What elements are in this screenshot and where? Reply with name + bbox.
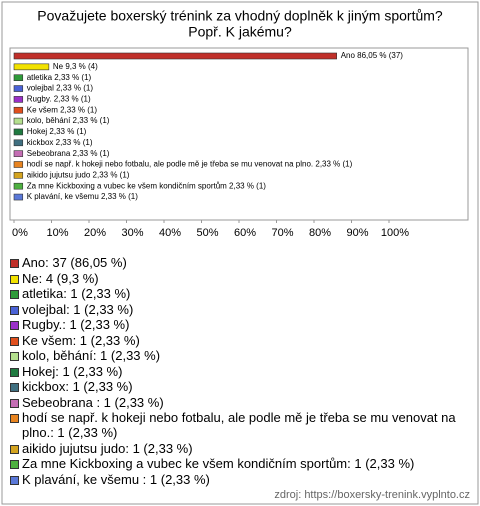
legend-item: atletika: 1 (2,33 %)	[10, 286, 472, 301]
x-tick-label: 80%	[309, 227, 331, 239]
legend-label: kolo, běhání: 1 (2,33 %)	[22, 348, 161, 363]
legend-swatch	[10, 321, 19, 330]
legend-label: Rugby.: 1 (2,33 %)	[22, 317, 130, 332]
chart-title: Považujete boxerský trénink za vhodný do…	[37, 8, 443, 24]
data-label: hodí se např. k hokeji nebo fotbalu, ale…	[27, 160, 353, 169]
x-tick-label: 20%	[84, 227, 106, 239]
legend-label: Hokej: 1 (2,33 %)	[22, 363, 123, 379]
x-tick-label: 40%	[159, 227, 181, 239]
data-label: volejbal 2,33 % (1)	[27, 84, 94, 93]
bar	[13, 161, 24, 168]
bar	[13, 139, 24, 147]
legend-item: Rugby.: 1 (2,33 %)	[10, 317, 472, 332]
data-label: Za mne Kickboxing a vubec ke všem kondič…	[27, 181, 267, 190]
x-tick-label: 0%	[12, 227, 28, 239]
legend-item: Za mne Kickboxing a vubec ke všem kondič…	[10, 456, 472, 471]
bar	[13, 52, 337, 60]
legend-item: Sebeobrana : 1 (2,33 %)	[10, 395, 472, 410]
x-tick-label: 70%	[271, 227, 293, 239]
x-tick-label: 10%	[46, 227, 68, 239]
legend-swatch	[10, 259, 19, 268]
data-label: Ne 9,3 % (4)	[53, 62, 98, 71]
legend-label: Ano: 37 (86,05 %)	[22, 255, 127, 270]
legend-item: hodí se např. k hokeji nebo fotbalu, ale…	[10, 410, 472, 440]
bar	[13, 182, 24, 190]
legend-label: Ne: 4 (9,3 %)	[22, 270, 99, 286]
legend-item: Hokej: 1 (2,33 %)	[10, 364, 472, 379]
legend-swatch	[10, 460, 19, 469]
data-label: atletika 2,33 % (1)	[27, 73, 92, 82]
x-tick-label: 60%	[234, 227, 256, 239]
legend-swatch	[10, 367, 19, 377]
legend-label: K plavání, ke všemu : 1 (2,33 %)	[22, 471, 210, 487]
legend-label: Za mne Kickboxing a vubec ke všem kondič…	[22, 456, 415, 471]
bar	[13, 150, 24, 157]
bar	[13, 74, 24, 81]
bar	[13, 85, 24, 92]
legend-swatch	[10, 290, 19, 299]
bar	[13, 96, 24, 103]
legend-swatch	[10, 398, 19, 408]
bar	[13, 117, 24, 125]
legend-label: atletika: 1 (2,33 %)	[22, 286, 131, 301]
chart-title: Popř. K jakému?	[188, 24, 292, 40]
legend-item: Ano: 37 (86,05 %)	[10, 255, 472, 270]
data-label: Ke všem 2,33 % (1)	[27, 105, 98, 114]
legend-item: Ke všem: 1 (2,33 %)	[10, 333, 472, 348]
legend: Ano: 37 (86,05 %) Ne: 4 (9,3 %) atletika: …	[10, 255, 472, 487]
bar	[13, 172, 24, 179]
x-tick-label: 30%	[121, 227, 143, 239]
data-label: Rugby. 2,33 % (1)	[27, 95, 91, 104]
legend-label: kickbox: 1 (2,33 %)	[22, 379, 133, 394]
source: zdroj: https://boxersky-trenink.vyplnto.…	[274, 489, 470, 501]
legend-item: volejbal: 1 (2,33 %)	[10, 302, 472, 317]
legend-label: hodí se např. k hokeji nebo fotbalu, ale…	[22, 410, 456, 440]
legend-swatch	[10, 444, 19, 454]
legend-label: Ke všem: 1 (2,33 %)	[22, 332, 140, 348]
x-tick-label: 50%	[196, 227, 218, 239]
legend-label: aikido jujutsu judo: 1 (2,33 %)	[22, 440, 193, 456]
legend-swatch	[10, 305, 19, 315]
legend-item: kickbox: 1 (2,33 %)	[10, 379, 472, 394]
legend-swatch	[10, 475, 19, 485]
data-label: Hokej 2,33 % (1)	[27, 127, 87, 136]
data-label: Ano 86,05 % (37)	[341, 51, 404, 60]
legend-item: aikido jujutsu judo: 1 (2,33 %)	[10, 441, 472, 456]
data-label: K plavání, ke všemu 2,33 % (1)	[27, 192, 139, 201]
bar	[13, 106, 24, 114]
data-label: Sebeobrana 2,33 % (1)	[27, 149, 110, 158]
legend-label: volejbal: 1 (2,33 %)	[22, 301, 134, 317]
data-label: kickbox 2,33 % (1)	[27, 138, 93, 147]
x-tick-label: 90%	[346, 227, 368, 239]
bar	[13, 128, 24, 136]
bar	[13, 63, 50, 71]
legend-item: kolo, běhání: 1 (2,33 %)	[10, 348, 472, 363]
data-label: aikido jujutsu judo 2,33 % (1)	[27, 170, 130, 179]
legend-item: K plavání, ke všemu : 1 (2,33 %)	[10, 472, 472, 487]
x-tick-label: 100%	[381, 227, 409, 239]
legend-swatch	[10, 352, 19, 361]
data-label: kolo, běhání 2,33 % (1)	[27, 116, 110, 125]
legend-item: Ne: 4 (9,3 %)	[10, 271, 472, 286]
legend-swatch	[10, 383, 19, 392]
legend-swatch	[10, 414, 19, 423]
legend-label: Sebeobrana : 1 (2,33 %)	[22, 394, 164, 410]
bar	[13, 193, 24, 201]
legend-swatch	[10, 336, 19, 346]
legend-swatch	[10, 274, 19, 284]
